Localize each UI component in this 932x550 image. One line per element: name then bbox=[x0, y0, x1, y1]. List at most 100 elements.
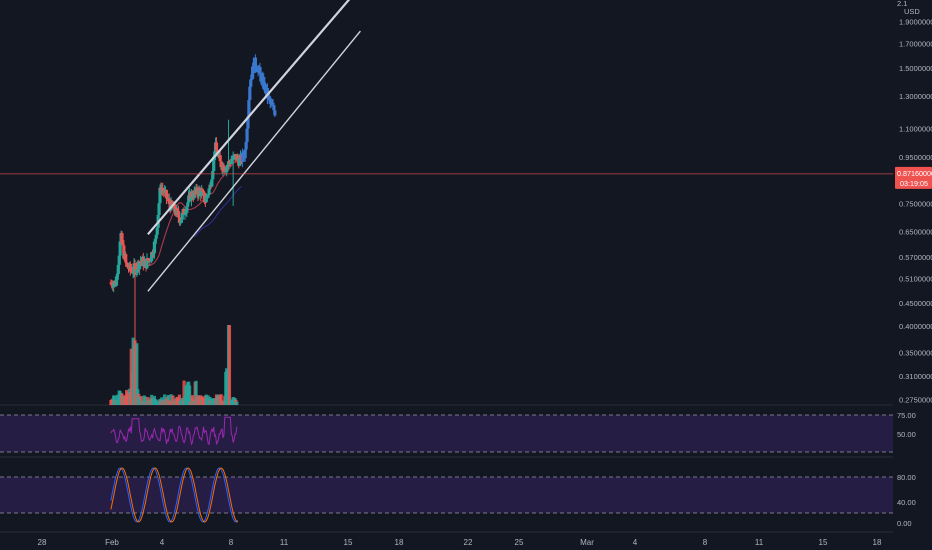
candle-body[interactable] bbox=[120, 233, 124, 244]
candle-body[interactable] bbox=[218, 155, 222, 162]
candle-body[interactable] bbox=[170, 200, 174, 206]
candle-body[interactable] bbox=[124, 254, 128, 263]
candle-body[interactable] bbox=[175, 208, 180, 211]
candle-body[interactable] bbox=[129, 270, 133, 272]
candle-body[interactable] bbox=[202, 192, 207, 203]
last-price-tag[interactable] bbox=[895, 166, 932, 189]
candle-body[interactable] bbox=[198, 188, 202, 190]
candle-body[interactable] bbox=[148, 259, 152, 262]
candle-body[interactable] bbox=[197, 188, 201, 197]
channel-upper-line[interactable] bbox=[147, 0, 351, 236]
candle-body[interactable] bbox=[154, 234, 158, 239]
candle-body[interactable] bbox=[125, 262, 129, 264]
candle-body[interactable] bbox=[139, 261, 144, 263]
candle-body[interactable] bbox=[145, 258, 149, 269]
candle-body[interactable] bbox=[206, 194, 210, 196]
candle-body[interactable] bbox=[258, 66, 262, 73]
candle-body[interactable] bbox=[214, 142, 219, 151]
candle-body[interactable] bbox=[244, 142, 248, 150]
candle-body[interactable] bbox=[249, 79, 253, 87]
candle-body[interactable] bbox=[146, 258, 150, 261]
candle-body[interactable] bbox=[231, 155, 235, 160]
candle-body[interactable] bbox=[128, 263, 132, 271]
candle-body[interactable] bbox=[225, 166, 229, 172]
rsi-panel[interactable] bbox=[0, 414, 893, 453]
candle-body[interactable] bbox=[178, 222, 182, 224]
candle-body[interactable] bbox=[167, 198, 171, 204]
candle-body[interactable] bbox=[115, 274, 119, 277]
candle-body[interactable] bbox=[247, 100, 251, 117]
candle-body[interactable] bbox=[149, 260, 153, 262]
candle-body[interactable] bbox=[133, 263, 137, 266]
candle-body[interactable] bbox=[134, 265, 138, 273]
candle-body[interactable] bbox=[132, 263, 136, 273]
candle-body[interactable] bbox=[222, 165, 226, 172]
candle-body[interactable] bbox=[243, 149, 247, 159]
candle-body[interactable] bbox=[118, 241, 122, 256]
candle-body[interactable] bbox=[114, 276, 119, 286]
candle-body[interactable] bbox=[200, 190, 204, 196]
candle-body[interactable] bbox=[164, 189, 169, 199]
candle-body[interactable] bbox=[110, 282, 114, 286]
candle-body[interactable] bbox=[262, 77, 266, 89]
candle-body[interactable] bbox=[208, 184, 212, 189]
candle-body[interactable] bbox=[267, 95, 271, 100]
candle-body[interactable] bbox=[151, 253, 156, 256]
trend-channel[interactable] bbox=[147, 0, 361, 292]
candle-body[interactable] bbox=[173, 204, 177, 212]
candle-body[interactable] bbox=[254, 65, 258, 70]
candle-body[interactable] bbox=[187, 195, 191, 203]
candle-body[interactable] bbox=[183, 213, 187, 215]
candle-body[interactable] bbox=[224, 171, 228, 173]
candle-body[interactable] bbox=[180, 212, 184, 220]
candle-body[interactable] bbox=[270, 102, 274, 105]
candle-body[interactable] bbox=[211, 170, 215, 180]
candle-body[interactable] bbox=[216, 155, 220, 157]
candle-body[interactable] bbox=[142, 261, 146, 267]
candle-body[interactable] bbox=[163, 190, 167, 193]
candle-body[interactable] bbox=[201, 191, 206, 193]
candle-body[interactable] bbox=[230, 159, 234, 161]
candle-body[interactable] bbox=[122, 245, 126, 259]
candle-body[interactable] bbox=[253, 57, 257, 66]
candle-body[interactable] bbox=[155, 227, 159, 235]
candle-body[interactable] bbox=[116, 264, 120, 275]
time-axis[interactable]: 28 Feb 4 8 11 15 18 22 25 Mar 4 8 11 15 18 bbox=[38, 538, 882, 547]
candle-body[interactable] bbox=[207, 188, 211, 195]
candle-body[interactable] bbox=[176, 210, 181, 218]
candle-body[interactable] bbox=[250, 78, 254, 80]
candle-body[interactable] bbox=[186, 202, 190, 207]
candle-body[interactable] bbox=[236, 155, 240, 160]
candle-body[interactable] bbox=[125, 263, 130, 268]
candle-body[interactable] bbox=[138, 262, 142, 270]
candle-body[interactable] bbox=[131, 272, 135, 274]
candle-body[interactable] bbox=[232, 155, 236, 157]
price-axis[interactable]: 1.90000000 1.70000000 1.50000000 1.30000000… bbox=[893, 0, 932, 550]
candle-body[interactable] bbox=[210, 179, 214, 187]
candle-body[interactable] bbox=[205, 195, 209, 197]
candle-body[interactable] bbox=[112, 283, 116, 288]
candle-body[interactable] bbox=[184, 212, 188, 214]
candle-body[interactable] bbox=[200, 190, 205, 192]
candle-body[interactable] bbox=[195, 187, 199, 195]
candle-body[interactable] bbox=[203, 202, 207, 204]
candle-body[interactable] bbox=[241, 152, 245, 157]
candle-body[interactable] bbox=[212, 156, 216, 171]
stoch-panel[interactable] bbox=[0, 467, 893, 523]
candle-body[interactable] bbox=[161, 188, 165, 191]
candle-body[interactable] bbox=[226, 164, 230, 167]
candle-body[interactable] bbox=[265, 88, 270, 99]
candle-body[interactable] bbox=[204, 196, 208, 203]
candle-body[interactable] bbox=[117, 255, 121, 265]
channel-lower-line[interactable] bbox=[147, 30, 361, 292]
candle-body[interactable] bbox=[150, 252, 154, 261]
candle-body[interactable] bbox=[158, 187, 162, 204]
candle-body[interactable] bbox=[175, 208, 179, 215]
candle-body[interactable] bbox=[177, 217, 182, 223]
candle-body[interactable] bbox=[152, 241, 157, 254]
candle-body[interactable] bbox=[153, 238, 157, 242]
candle-body[interactable] bbox=[272, 105, 276, 111]
candle-body[interactable] bbox=[245, 128, 249, 143]
candle-body[interactable] bbox=[246, 116, 250, 129]
